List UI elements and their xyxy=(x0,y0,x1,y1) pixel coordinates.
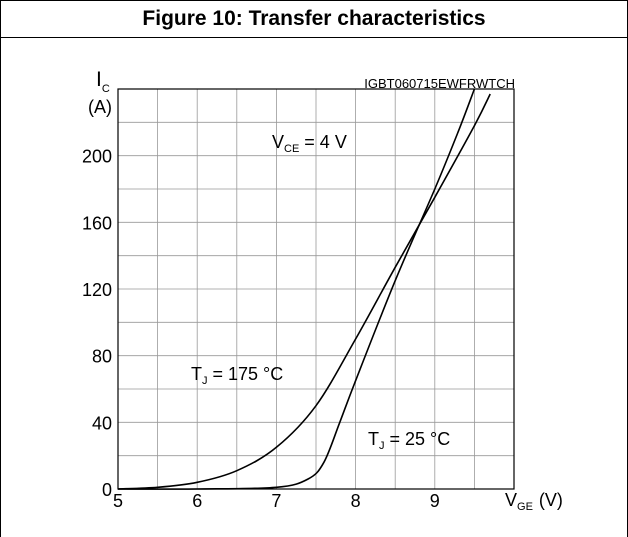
y-axis-symbol-letter: I xyxy=(96,68,102,91)
y-tick-label: 120 xyxy=(82,280,112,300)
y-tick-label: 0 xyxy=(102,480,112,500)
y-tick-label: 40 xyxy=(92,413,112,433)
vce-annotation-text: = 4 V xyxy=(299,132,347,152)
y-axis-symbol: IC xyxy=(96,68,110,95)
tj175-annotation-subscript: J xyxy=(202,375,208,387)
tj25-annotation-text: = 25 °C xyxy=(385,429,451,449)
x-tick-label: 5 xyxy=(113,491,123,511)
tj25-annotation-subscript: J xyxy=(379,440,385,452)
x-tick-label: 7 xyxy=(271,491,281,511)
figure-code: IGBT060715EWFRWTCH xyxy=(364,76,515,91)
tj175-annotation-text: = 175 °C xyxy=(208,364,284,384)
x-axis-label: VGE (V) xyxy=(505,490,563,513)
vce-annotation-subscript: CE xyxy=(284,143,299,155)
vce-annotation: VCE = 4 V xyxy=(272,132,347,155)
plot-border xyxy=(117,88,515,490)
x-axis-symbol-subscript: GE xyxy=(517,501,533,513)
figure-title-bar: Figure 10: Transfer characteristics xyxy=(1,1,627,38)
vce-annotation-prefix: V xyxy=(272,132,284,152)
tj175-annotation: TJ = 175 °C xyxy=(191,364,283,387)
tick-labels: 5 6 7 8 9 0 40 80 120 160 200 xyxy=(82,147,440,511)
y-tick-label: 80 xyxy=(92,347,112,367)
tj175-annotation-prefix: T xyxy=(191,364,202,384)
tj25-annotation-prefix: T xyxy=(368,429,379,449)
y-axis-unit: (A) xyxy=(88,97,112,117)
curve-tj-175c xyxy=(117,93,491,490)
x-tick-label: 6 xyxy=(192,491,202,511)
x-axis-symbol: V xyxy=(505,490,517,510)
x-tick-label: 9 xyxy=(430,491,440,511)
y-axis-symbol-subscript: C xyxy=(102,83,110,95)
x-tick-label: 8 xyxy=(351,491,361,511)
y-tick-label: 160 xyxy=(82,213,112,233)
tj25-annotation: TJ = 25 °C xyxy=(368,429,450,452)
y-tick-label: 200 xyxy=(82,147,112,167)
figure-title: Figure 10: Transfer characteristics xyxy=(142,7,486,30)
x-axis-unit: (V) xyxy=(539,490,563,510)
